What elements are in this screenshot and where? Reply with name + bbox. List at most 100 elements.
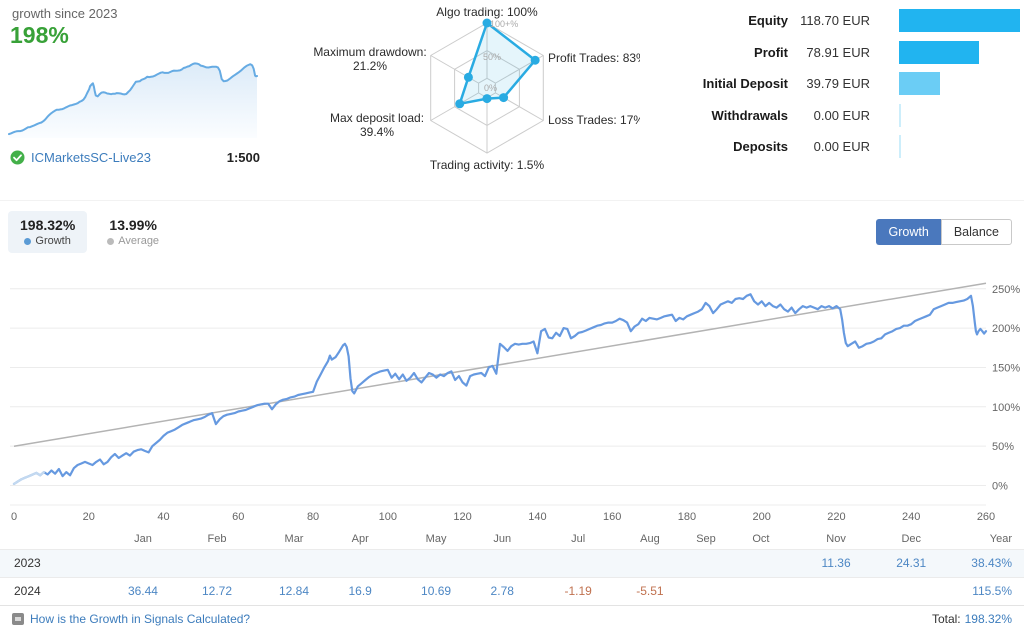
radar-axis-label: Loss Trades: 17% [548, 113, 640, 127]
svg-text:0%: 0% [484, 83, 497, 93]
svg-text:0%: 0% [992, 481, 1008, 493]
average-stat-value: 13.99% [109, 217, 157, 233]
svg-text:80: 80 [307, 511, 319, 523]
balance-value: 39.79 EUR [806, 76, 870, 92]
svg-text:50%: 50% [992, 441, 1014, 453]
balance-row: Initial Deposit 39.79 EUR [640, 68, 1024, 100]
year-total-cell: 115.5% [972, 584, 1012, 598]
svg-text:Nov: Nov [826, 533, 846, 545]
average-dot-icon [107, 237, 115, 245]
svg-text:100+%: 100+% [490, 19, 518, 29]
monthly-growth-table: 2023 11.36 24.31 38.43% 2024 36.44 12.72 12.84 1… [0, 549, 1024, 605]
month-growth-cell: 16.9 [348, 584, 372, 598]
account-row: ICMarketsSC-Live23 1:500 [10, 150, 260, 165]
balance-row: Deposits 0.00 EUR [640, 131, 1024, 163]
svg-text:220: 220 [827, 511, 845, 523]
svg-text:60: 60 [232, 511, 244, 523]
month-growth-cell: -5.51 [636, 584, 664, 598]
verified-check-icon [10, 150, 25, 165]
month-growth-cell: 24.31 [896, 556, 927, 570]
growth-panel: growth since 2023 198% ICMarketsSC-Live2… [0, 0, 300, 200]
svg-text:240: 240 [902, 511, 920, 523]
toggle-growth-button[interactable]: Growth [875, 219, 941, 245]
balance-value: 78.91 EUR [806, 44, 870, 60]
svg-text:Jul: Jul [571, 533, 585, 545]
balance-label: Profit [754, 44, 788, 60]
growth-since-label: growth since 2023 [12, 6, 118, 21]
balance-row: Equity 118.70 EUR [640, 5, 1024, 37]
svg-text:Jan: Jan [134, 533, 152, 545]
month-growth-cell: 12.72 [201, 584, 232, 598]
svg-text:160: 160 [603, 511, 621, 523]
footer: How is the Growth in Signals Calculated?… [0, 605, 1024, 628]
balance-row: Withdrawals 0.00 EUR [640, 100, 1024, 132]
radar-axis-label: Trading activity: 1.5% [430, 158, 545, 172]
svg-text:Feb: Feb [208, 533, 227, 545]
growth-help-link[interactable]: How is the Growth in Signals Calculated? [30, 611, 251, 626]
table-row-2024: 2024 36.44 12.72 12.84 16.9 10.69 2.78 -1.19 -5.… [0, 577, 1024, 605]
balance-label: Equity [748, 13, 788, 29]
radar-axis-label: Algo trading: 100% [436, 5, 538, 19]
chart-mode-toggle: Growth Balance [875, 219, 1012, 245]
account-name-link[interactable]: ICMarketsSC-Live23 [31, 150, 151, 165]
svg-text:Dec: Dec [901, 533, 921, 545]
svg-text:Mar: Mar [285, 533, 304, 545]
svg-text:150%: 150% [992, 362, 1020, 374]
svg-text:Oct: Oct [752, 533, 769, 545]
svg-text:200: 200 [753, 511, 771, 523]
balance-label: Deposits [733, 139, 788, 155]
svg-text:50%: 50% [483, 52, 501, 62]
total-growth-value: 198.32% [964, 611, 1012, 626]
growth-percent-value: 198% [10, 22, 69, 48]
svg-text:100: 100 [379, 511, 397, 523]
signal-radar-chart: 100+% 50% 0% Algo trading: 100% Profit Trade… [313, 5, 647, 172]
svg-text:40: 40 [157, 511, 169, 523]
balance-value: 0.00 EUR [813, 139, 870, 155]
svg-text:Apr: Apr [352, 533, 369, 545]
svg-text:200%: 200% [992, 323, 1020, 335]
year-total-cell: 38.43% [971, 556, 1012, 570]
balance-value: 118.70 EUR [800, 13, 870, 29]
svg-text:120: 120 [453, 511, 471, 523]
growth-chart-section: 0% 50% 100% 150% 200% 250% 0 20 40 60 80 100 120 140 1… [0, 263, 1024, 549]
growth-stat-value: 198.32% [20, 217, 76, 233]
toggle-balance-button[interactable]: Balance [940, 219, 1012, 245]
balance-label: Initial Deposit [702, 76, 788, 92]
radar-axis-label: Profit Trades: 83% [548, 51, 640, 65]
month-growth-cell: 12.84 [278, 584, 310, 598]
svg-text:260: 260 [977, 511, 995, 523]
balance-row: Profit 78.91 EUR [640, 37, 1024, 69]
svg-text:Year: Year [990, 533, 1013, 545]
svg-text:250%: 250% [992, 284, 1020, 296]
growth-sparkline-chart [8, 62, 258, 138]
average-stat[interactable]: 13.99% Average [95, 211, 171, 253]
svg-text:140: 140 [528, 511, 546, 523]
balance-bar [899, 72, 940, 96]
month-growth-cell: 2.78 [490, 584, 514, 598]
radar-axis-label: Max deposit load: [330, 111, 424, 125]
balance-bar [899, 40, 980, 64]
growth-stat[interactable]: 198.32% Growth [8, 211, 88, 253]
balance-bar [899, 135, 901, 159]
balance-value: 0.00 EUR [813, 107, 870, 123]
balance-label: Withdrawals [711, 107, 788, 123]
month-growth-cell: -1.19 [564, 584, 592, 598]
radar-axis-label: 21.2% [353, 59, 387, 73]
month-growth-cell: 36.44 [127, 584, 158, 598]
top-section: growth since 2023 198% ICMarketsSC-Live2… [0, 0, 1024, 201]
balance-bar [899, 103, 901, 127]
growth-line-chart: 0% 50% 100% 150% 200% 250% 0 20 40 60 80 100 120 140 1… [10, 282, 1020, 545]
year-label: 2023 [14, 556, 41, 570]
balances-panel: Equity 118.70 EUR Profit 78.91 EUR Initial D… [640, 0, 1024, 200]
month-growth-cell: 10.69 [421, 584, 452, 598]
growth-dot-icon [24, 237, 32, 245]
video-help-icon [12, 612, 24, 625]
svg-text:0: 0 [11, 511, 17, 523]
radar-axis-label: Maximum drawdown: [313, 45, 426, 59]
table-row-2023: 2023 11.36 24.31 38.43% [0, 549, 1024, 577]
radar-panel: 100+% 50% 0% Algo trading: 100% Profit Trade… [300, 0, 647, 200]
svg-text:Aug: Aug [640, 533, 660, 545]
svg-text:Jun: Jun [493, 533, 511, 545]
radar-axis-label: 39.4% [360, 125, 394, 139]
growth-stat-label: Growth [20, 235, 75, 247]
